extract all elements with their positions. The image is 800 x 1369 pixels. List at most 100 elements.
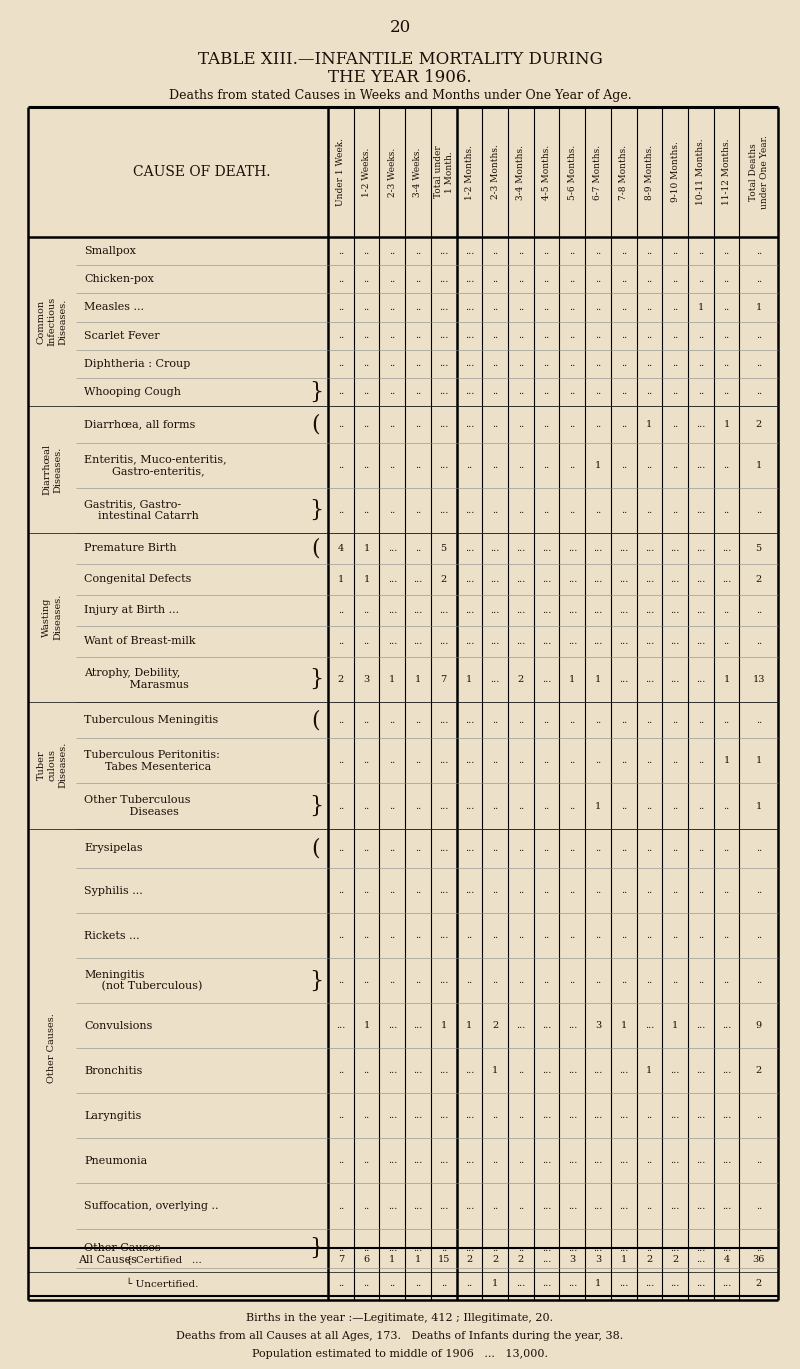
Text: ...: ...: [465, 1066, 474, 1075]
Text: ...: ...: [542, 1255, 551, 1265]
Text: ...: ...: [516, 543, 526, 553]
Text: ...: ...: [670, 1244, 680, 1253]
Text: ...: ...: [722, 1280, 731, 1288]
Text: ..: ..: [415, 275, 421, 283]
Text: ..: ..: [415, 976, 421, 986]
Text: ...: ...: [670, 543, 680, 553]
Text: ..: ..: [389, 387, 395, 397]
Text: ...: ...: [465, 331, 474, 340]
Text: Erysipelas: Erysipelas: [84, 843, 142, 853]
Text: ..: ..: [698, 843, 704, 853]
Text: ...: ...: [696, 505, 706, 515]
Text: ..: ..: [363, 461, 370, 470]
Text: ..: ..: [441, 1280, 447, 1288]
Text: ...: ...: [696, 420, 706, 428]
Text: ..: ..: [518, 1112, 524, 1120]
Text: ..: ..: [569, 757, 575, 765]
Text: ..: ..: [723, 801, 730, 810]
Text: THE YEAR 1906.: THE YEAR 1906.: [328, 70, 472, 86]
Text: ...: ...: [465, 387, 474, 397]
Text: 4-5 Months.: 4-5 Months.: [542, 144, 551, 200]
Text: ..: ..: [338, 1066, 344, 1075]
Text: 2: 2: [518, 1255, 524, 1265]
Text: 11-12 Months.: 11-12 Months.: [722, 138, 731, 205]
Text: Want of Breast-milk: Want of Breast-milk: [84, 637, 196, 646]
Text: ...: ...: [465, 246, 474, 256]
Text: ..: ..: [518, 303, 524, 312]
Text: ...: ...: [516, 1280, 526, 1288]
Text: Laryngitis: Laryngitis: [84, 1110, 142, 1121]
Text: 1: 1: [389, 1255, 395, 1265]
Text: ...: ...: [465, 843, 474, 853]
Text: 1: 1: [595, 1280, 601, 1288]
Text: ...: ...: [567, 575, 577, 583]
Text: ...: ...: [567, 1280, 577, 1288]
Text: ..: ..: [363, 246, 370, 256]
Text: ..: ..: [492, 976, 498, 986]
Text: ..: ..: [415, 420, 421, 428]
Text: ..: ..: [595, 505, 601, 515]
Text: ...: ...: [542, 543, 551, 553]
Text: ..: ..: [621, 275, 627, 283]
Text: ...: ...: [542, 575, 551, 583]
Text: 2: 2: [492, 1021, 498, 1031]
Text: ..: ..: [518, 331, 524, 340]
Text: ..: ..: [338, 1157, 344, 1165]
Text: ...: ...: [645, 543, 654, 553]
Text: ..: ..: [569, 461, 575, 470]
Text: ...: ...: [439, 757, 449, 765]
Text: ..: ..: [415, 303, 421, 312]
Text: ...: ...: [619, 1280, 629, 1288]
Text: ..: ..: [672, 420, 678, 428]
Text: ..: ..: [646, 843, 653, 853]
Text: 1: 1: [415, 1255, 421, 1265]
Text: 2: 2: [755, 575, 762, 583]
Text: ..: ..: [672, 275, 678, 283]
Text: 1: 1: [621, 1021, 627, 1031]
Text: ...: ...: [645, 637, 654, 646]
Text: ..: ..: [698, 246, 704, 256]
Text: ..: ..: [415, 886, 421, 895]
Text: ..: ..: [338, 505, 344, 515]
Text: Births in the year :—Legitimate, 412 ; Illegitimate, 20.: Births in the year :—Legitimate, 412 ; I…: [246, 1313, 554, 1322]
Text: { Certified   ...: { Certified ...: [126, 1255, 202, 1265]
Text: 5: 5: [756, 543, 762, 553]
Text: ..: ..: [338, 1112, 344, 1120]
Text: ...: ...: [439, 1112, 449, 1120]
Text: ..: ..: [595, 757, 601, 765]
Text: 1: 1: [363, 575, 370, 583]
Text: ..: ..: [492, 1157, 498, 1165]
Text: ..: ..: [363, 801, 370, 810]
Text: ..: ..: [621, 461, 627, 470]
Text: ..: ..: [646, 1244, 653, 1253]
Text: ..: ..: [518, 886, 524, 895]
Text: ...: ...: [670, 1066, 680, 1075]
Text: ..: ..: [415, 1280, 421, 1288]
Text: ..: ..: [646, 801, 653, 810]
Text: ..: ..: [723, 843, 730, 853]
Text: ..: ..: [518, 359, 524, 368]
Text: ..: ..: [338, 359, 344, 368]
Text: ..: ..: [518, 1244, 524, 1253]
Text: 8-9 Months.: 8-9 Months.: [645, 145, 654, 200]
Text: ..: ..: [389, 359, 395, 368]
Text: ..: ..: [492, 246, 498, 256]
Text: ...: ...: [439, 931, 449, 941]
Text: 1: 1: [755, 461, 762, 470]
Text: ...: ...: [696, 575, 706, 583]
Text: TABLE XIII.—INFANTILE MORTALITY DURING: TABLE XIII.—INFANTILE MORTALITY DURING: [198, 52, 602, 68]
Text: Meningitis
     (not Tuberculous): Meningitis (not Tuberculous): [84, 969, 202, 991]
Text: ...: ...: [619, 1157, 629, 1165]
Text: Tuber
culous
Diseases.: Tuber culous Diseases.: [37, 742, 67, 789]
Text: ...: ...: [670, 575, 680, 583]
Text: ..: ..: [363, 1280, 370, 1288]
Text: Convulsions: Convulsions: [84, 1021, 152, 1031]
Text: ...: ...: [722, 1244, 731, 1253]
Text: 1: 1: [723, 757, 730, 765]
Text: ..: ..: [646, 886, 653, 895]
Text: 15: 15: [438, 1255, 450, 1265]
Text: ...: ...: [696, 1280, 706, 1288]
Text: ...: ...: [414, 1202, 422, 1210]
Text: ..: ..: [723, 505, 730, 515]
Text: ..: ..: [518, 931, 524, 941]
